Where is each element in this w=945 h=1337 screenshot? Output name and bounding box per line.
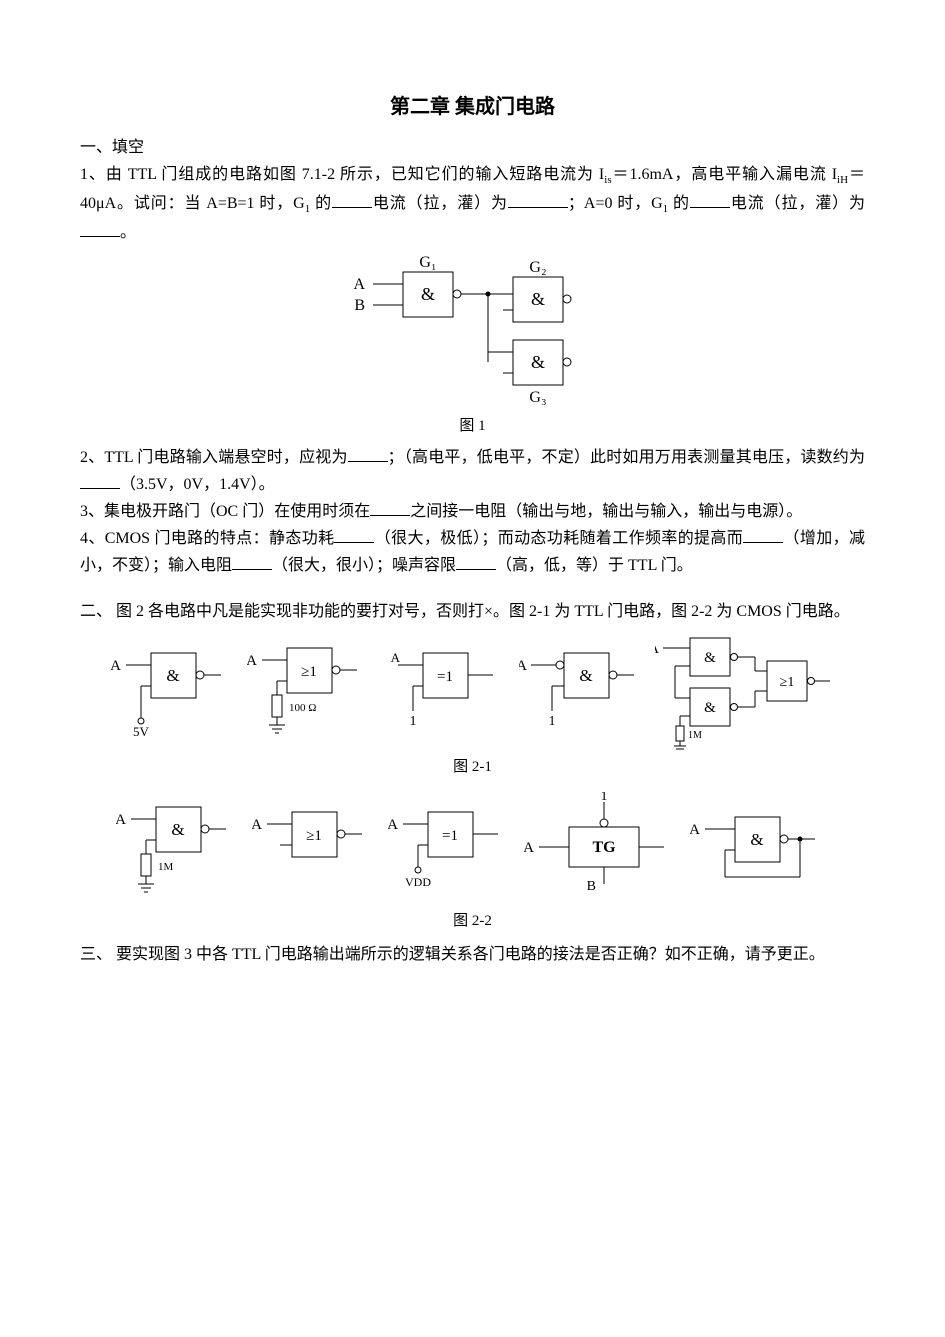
gate-symbol: &: [750, 830, 763, 849]
gate-symbol: &: [704, 700, 716, 716]
gate-symbol: &: [579, 666, 592, 685]
label-A: A: [690, 822, 700, 838]
gate-symbol: &: [166, 666, 179, 685]
blank: [348, 445, 388, 462]
gate-symbol: &: [704, 650, 716, 666]
question-4: 4、CMOS 门电路的特点：静态功耗 （很大，极低）；而动态功耗随着工作频率的提高…: [80, 525, 865, 579]
figure-2-2-row: & A 1M ≥1 A =1: [80, 792, 865, 907]
fig22-c1: & A 1M: [116, 792, 236, 907]
q2-text-a: 2、TTL 门电路输入端悬空时，应视为: [80, 449, 348, 466]
blank: [334, 526, 374, 543]
q1-text-h: 电流（拉，灌）为: [730, 195, 865, 212]
fig22-c3: =1 A VDD: [388, 792, 508, 907]
q4-text-b: （很大，极低）；而动态功耗随着工作频率的提高而: [374, 530, 743, 547]
blank: [370, 499, 410, 516]
blank: [743, 526, 783, 543]
label-G1: G₁: [419, 254, 436, 271]
q1-text-i: 。: [120, 224, 136, 241]
gate-symbol: ≥1: [779, 675, 794, 690]
q1-text-g: 的: [668, 195, 690, 212]
label-B: B: [354, 297, 365, 314]
question-2: 2、TTL 门电路输入端悬空时，应视为 ；（高电平，低电平，不定）此时如用万用表测…: [80, 444, 865, 498]
blank: [80, 220, 120, 237]
fig22-c2: ≥1 A: [252, 792, 372, 907]
gate-symbol: &: [420, 284, 434, 304]
gate-symbol: ≥1: [306, 828, 322, 844]
q3-text-b: 之间接一电阻（输出与地，输出与输入，输出与电源）。: [410, 503, 802, 520]
figure-2-1-caption: 图 2-1: [80, 755, 865, 781]
q2-text-b: ；（高电平，低电平，不定）此时如用万用表测量其电压，读数约为: [388, 449, 865, 466]
label-A: A: [247, 653, 257, 669]
label-5v: 5V: [133, 724, 150, 739]
figure-2-2-caption: 图 2-2: [80, 909, 865, 935]
label-B: B: [586, 879, 595, 894]
fig21-c3: =1 A 1: [383, 633, 503, 743]
section-2-head: 二、 图 2 各电路中凡是能实现非功能的要打对号，否则打×。图 2-1 为 TT…: [80, 598, 865, 625]
label-G2: G₂: [529, 259, 546, 276]
q1-text-d: 的: [310, 195, 332, 212]
q4-text-d: （很大，很小）；噪声容限: [272, 557, 456, 574]
q1-text-b: ＝1.6mA，高电平输入漏电流 I: [612, 166, 837, 183]
figure-1-svg: & A B G₁ & G₂ &: [343, 252, 603, 412]
q1-sub-is: is: [604, 174, 611, 186]
fig22-c5: & A: [690, 792, 830, 907]
label-res: 1M: [688, 730, 702, 741]
fig21-c5: & & A 1M: [655, 633, 835, 753]
gate-symbol: &: [171, 820, 184, 839]
label-1: 1: [600, 792, 607, 804]
q2-text-c: （3.5V，0V，1.4V）。: [120, 476, 275, 493]
label-1: 1: [409, 714, 416, 729]
blank: [332, 191, 372, 208]
blank: [690, 191, 730, 208]
blank: [508, 191, 568, 208]
q1-sub-ih: iH: [837, 174, 848, 186]
blank: [232, 553, 272, 570]
section-3-head: 三、 要实现图 3 中各 TTL 门电路输出端所示的逻辑关系各门电路的接法是否正…: [80, 941, 865, 968]
label-A: A: [252, 817, 262, 833]
label-G3: G₃: [529, 389, 546, 406]
chapter-title: 第二章 集成门电路: [80, 90, 865, 124]
blank: [456, 553, 496, 570]
figure-1-caption: 图 1: [459, 414, 485, 440]
label-A: A: [388, 817, 398, 833]
question-3: 3、集电极开路门（OC 门）在使用时须在 之间接一电阻（输出与地，输出与输入，输出…: [80, 498, 865, 525]
gate-symbol: TG: [592, 839, 616, 856]
gate-symbol: ≥1: [301, 664, 317, 680]
figure-2-1-row: & A 5V ≥1 A 100 Ω: [80, 633, 865, 753]
label-A: A: [390, 650, 400, 665]
label-vdd: VDD: [405, 875, 431, 889]
q4-text-e: （高，低，等）于 TTL 门。: [496, 557, 693, 574]
fig21-c2: ≥1 A 100 Ω: [247, 633, 367, 743]
label-A: A: [655, 642, 660, 657]
gate-symbol: =1: [437, 669, 453, 685]
q3-text-a: 3、集电极开路门（OC 门）在使用时须在: [80, 503, 370, 520]
figure-1: & A B G₁ & G₂ &: [80, 252, 865, 440]
section-1-head: 一、填空: [80, 134, 865, 161]
label-A: A: [524, 840, 534, 856]
fig21-c1: & A 5V: [111, 633, 231, 743]
gate-symbol: =1: [442, 828, 458, 844]
blank: [80, 472, 120, 489]
label-res: 1M: [158, 861, 174, 873]
label-A: A: [353, 276, 365, 293]
label-1: 1: [548, 714, 555, 729]
q4-text-a: 4、CMOS 门电路的特点：静态功耗: [80, 530, 334, 547]
q1-text-e: 电流（拉，灌）为: [372, 195, 508, 212]
q1-text-f: ；A=0 时，G: [568, 195, 663, 212]
label-A: A: [111, 658, 121, 674]
label-A: A: [116, 812, 126, 828]
question-1: 1、由 TTL 门组成的电路如图 7.1-2 所示，已知它们的输入短路电流为 I…: [80, 161, 865, 246]
fig21-c4: & A 1: [519, 633, 639, 743]
q1-text-a: 1、由 TTL 门组成的电路如图 7.1-2 所示，已知它们的输入短路电流为 I: [80, 166, 604, 183]
fig22-c4: TG 1 B A: [524, 792, 674, 907]
label-A: A: [519, 658, 527, 674]
gate-symbol: &: [530, 289, 544, 309]
page: 第二章 集成门电路 一、填空 1、由 TTL 门组成的电路如图 7.1-2 所示…: [0, 0, 945, 1337]
gate-symbol: &: [530, 352, 544, 372]
label-res: 100 Ω: [289, 702, 316, 714]
